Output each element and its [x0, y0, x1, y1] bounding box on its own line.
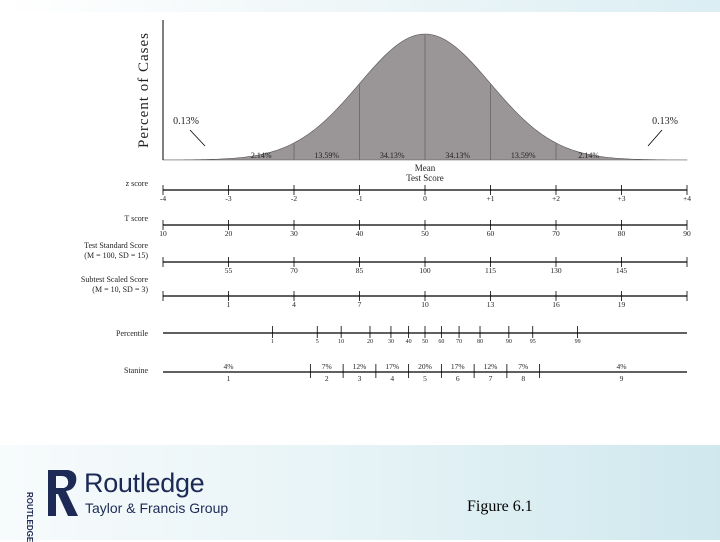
scale-tick-label: +1	[487, 194, 495, 203]
normal-curve-chart: Percent of Cases 2.14% 13.59% 34.13% 34.13% 1…	[81, 20, 691, 383]
scale-tick-label: 80	[618, 229, 626, 238]
percentile-tick-label: 80	[477, 339, 483, 345]
scale-tick-label: 7	[358, 300, 362, 309]
y-axis-label: Percent of Cases	[136, 32, 152, 148]
percentile-tick-label: 10	[338, 339, 344, 345]
scale-tick-label: 0	[423, 194, 427, 203]
scale-tick-label: 70	[552, 229, 560, 238]
percentile-tick-label: 40	[406, 339, 412, 345]
stanine-number: 5	[423, 374, 427, 383]
area-percent-label: 13.59%	[314, 151, 339, 160]
tail-percent-label: 0.13%	[173, 116, 199, 127]
scale-tick-label: 145	[616, 266, 628, 275]
stanine-number: 6	[456, 374, 460, 383]
stanine-label: Stanine	[124, 366, 148, 375]
scale-tick-label: 115	[485, 266, 496, 275]
stanine-percent: 12%	[484, 362, 498, 371]
stanine-number: 2	[325, 374, 329, 383]
stanine-percent: 4%	[617, 362, 627, 371]
scale-tick-label: +3	[618, 194, 626, 203]
scale-tick-label: 90	[683, 229, 691, 238]
scale-tick-label: 4	[292, 300, 296, 309]
stanine-number: 7	[489, 374, 493, 383]
scale-tick-label: +4	[683, 194, 691, 203]
scale-label: z score	[126, 179, 149, 188]
area-percent-label: 2.14%	[251, 151, 272, 160]
logo-side-text: ROUTLEDGE	[25, 492, 34, 542]
stanine-number: 3	[358, 374, 362, 383]
stanine-percent: 7%	[518, 362, 528, 371]
mean-label: Test Score	[406, 173, 444, 183]
scale-tick-label: 10	[159, 229, 167, 238]
percentile-label: Percentile	[116, 329, 148, 338]
scale-tick-label: 10	[421, 300, 429, 309]
scale-tick-label: 70	[290, 266, 298, 275]
footer-band	[0, 445, 720, 540]
scale-label: (M = 10, SD = 3)	[92, 285, 148, 294]
scale-tick-label: 55	[225, 266, 233, 275]
stanine-number: 1	[227, 374, 231, 383]
scale-tick-label: 130	[550, 266, 562, 275]
percentile-tick-label: 99	[575, 339, 581, 345]
stanine-number: 8	[521, 374, 525, 383]
figure-caption: Figure 6.1	[467, 498, 533, 515]
stanine-percent: 12%	[353, 362, 367, 371]
scale-tick-label: +2	[552, 194, 560, 203]
scale-tick-label: 40	[356, 229, 364, 238]
area-percent-label: 34.13%	[445, 151, 470, 160]
percentile-tick-label: 90	[506, 339, 512, 345]
routledge-logo-icon	[48, 470, 78, 516]
stanine-number: 9	[620, 374, 624, 383]
percentile-tick-label: 70	[456, 339, 462, 345]
stanine-percent: 4%	[224, 362, 234, 371]
scale-tick-label: 20	[225, 229, 233, 238]
scale-tick-label: 30	[290, 229, 298, 238]
scale-tick-label: -1	[356, 194, 362, 203]
percentile-tick-label: 50	[422, 339, 428, 345]
percentile-tick-label: 60	[438, 339, 444, 345]
scale-tick-label: 50	[421, 229, 429, 238]
scale-label: Subtest Scaled Score	[81, 275, 149, 284]
tail-pointer	[647, 129, 663, 147]
scale-tick-label: 60	[487, 229, 495, 238]
scale-label: (M = 100, SD = 15)	[84, 251, 148, 260]
scale-tick-label: 1	[227, 300, 231, 309]
stanine-percent: 17%	[385, 362, 399, 371]
percentile-tick-label: 20	[367, 339, 373, 345]
scale-tick-label: -2	[291, 194, 297, 203]
scale-tick-label: 16	[552, 300, 560, 309]
top-band	[0, 0, 720, 12]
mean-label: Mean	[415, 163, 436, 173]
scale-label: T score	[124, 214, 148, 223]
percentile-tick-label: 30	[388, 339, 394, 345]
scale-label: Test Standard Score	[84, 241, 148, 250]
scale-tick-label: -3	[225, 194, 231, 203]
stanine-number: 4	[390, 374, 394, 383]
area-percent-label: 34.13%	[380, 151, 405, 160]
brand-subtitle: Taylor & Francis Group	[85, 500, 229, 516]
stanine-percent: 17%	[451, 362, 465, 371]
brand-name: Routledge	[84, 468, 205, 498]
area-percent-label: 13.59%	[511, 151, 536, 160]
scale-tick-label: 100	[419, 266, 431, 275]
percentile-tick-label: 5	[316, 339, 319, 345]
scale-tick-label: 13	[487, 300, 495, 309]
stanine-percent: 7%	[322, 362, 332, 371]
scale-tick-label: -4	[160, 194, 166, 203]
area-percent-label: 2.14%	[578, 151, 599, 160]
percentile-tick-label: 95	[530, 339, 536, 345]
tail-pointer	[189, 129, 206, 147]
percentile-tick-label: 1	[271, 339, 274, 345]
stanine-percent: 20%	[418, 362, 432, 371]
scale-tick-label: 19	[618, 300, 626, 309]
tail-percent-label: 0.13%	[652, 116, 678, 127]
scale-tick-label: 85	[356, 266, 364, 275]
